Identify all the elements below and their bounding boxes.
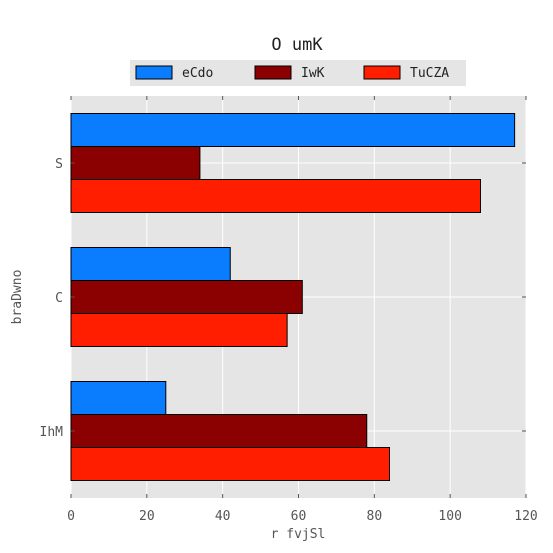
- bar-tucza-c: [70, 313, 288, 347]
- y-tick-label: C: [55, 291, 63, 306]
- x-tick-label: 40: [215, 509, 231, 524]
- x-tick-label: 20: [139, 509, 155, 524]
- legend: eCdo IwK TuCZA: [130, 60, 466, 86]
- legend-label: TuCZA: [410, 66, 449, 81]
- x-axis-ticks: 0 20 40 60 80 100 120: [67, 96, 538, 524]
- x-tick-label: 80: [367, 509, 383, 524]
- legend-swatch: [254, 65, 292, 80]
- y-tick-label: IhM: [40, 425, 64, 440]
- chart-title: O umK: [271, 35, 323, 55]
- bar-iwk-s: [70, 146, 201, 180]
- x-axis-label: r fvjSl: [271, 527, 326, 542]
- legend-box: [130, 60, 466, 86]
- bar-ecdo-ihm: [70, 381, 167, 415]
- legend-label: eCdo: [182, 66, 213, 81]
- x-tick-label: 60: [291, 509, 307, 524]
- legend-swatch: [135, 65, 173, 80]
- y-axis-label: braDwno: [10, 270, 25, 325]
- x-tick-label: 100: [438, 509, 461, 524]
- legend-label: IwK: [301, 66, 325, 81]
- x-tick-label: 0: [67, 509, 75, 524]
- y-tick-label: S: [55, 157, 63, 172]
- bar-ecdo-s: [70, 113, 516, 147]
- legend-swatch: [363, 65, 401, 80]
- y-axis-ticks: S C IhM: [40, 157, 526, 440]
- bar-iwk-ihm: [70, 414, 368, 448]
- bars: [70, 113, 516, 481]
- bar-ecdo-c: [70, 247, 231, 281]
- x-tick-label: 120: [514, 509, 537, 524]
- bar-tucza-ihm: [70, 447, 390, 481]
- bar-iwk-c: [70, 280, 303, 314]
- bar-tucza-s: [70, 179, 481, 213]
